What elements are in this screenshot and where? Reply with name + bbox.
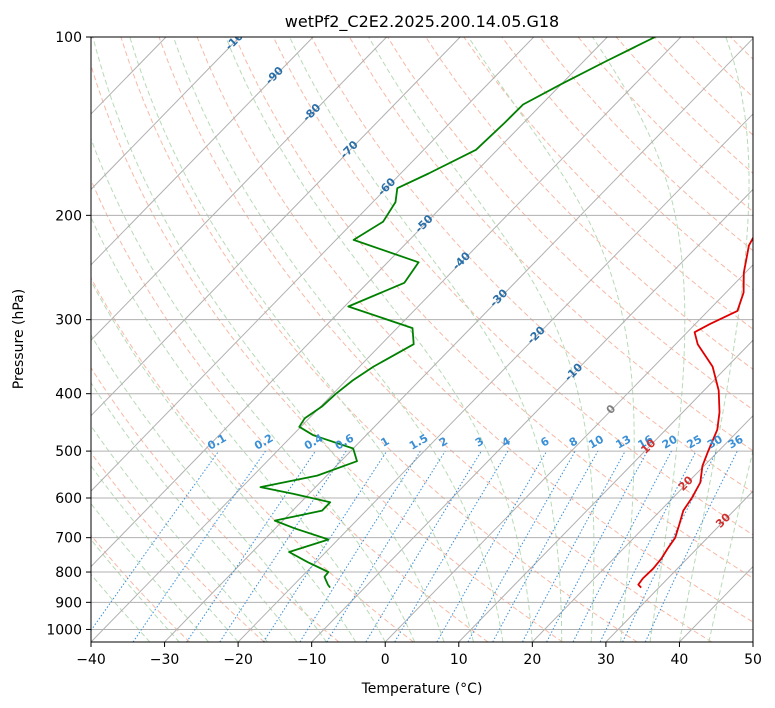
mixing-ratio-line — [467, 450, 576, 642]
y-tick-label: 100 — [55, 30, 82, 46]
y-tick-label: 800 — [55, 565, 82, 581]
dry-adiabat-line — [463, 37, 753, 330]
dry-adiabat-line — [501, 37, 753, 291]
moist-adiabat-line — [172, 37, 504, 642]
isotherms — [91, 37, 753, 642]
moist-adiabat-line — [91, 425, 268, 642]
x-tick-label: 10 — [450, 652, 468, 668]
isotherm-line — [605, 490, 753, 642]
moist-adiabat-line — [225, 37, 533, 642]
mixing-ratio-line — [326, 450, 446, 642]
isotherm-line — [91, 37, 608, 568]
mixing-ratio-line — [132, 450, 266, 642]
moist-adiabat-line — [91, 216, 386, 642]
dry-adiabat-line — [310, 37, 753, 494]
x-tick-label: 50 — [744, 652, 762, 668]
moist-adiabat-line — [91, 381, 298, 642]
isobars — [91, 37, 753, 630]
y-tick-label: 300 — [55, 313, 82, 329]
y-tick-label: 200 — [55, 208, 82, 224]
moist-adiabat-line — [91, 502, 210, 642]
dry-adiabat-line — [91, 63, 563, 642]
x-tick-label: 30 — [597, 652, 615, 668]
dewpoint-line — [259, 37, 656, 589]
moist-adiabat-line — [708, 448, 753, 642]
moist-adiabat-line — [91, 334, 327, 642]
dry-adiabat-line — [91, 276, 414, 642]
moist-adiabat-line — [91, 538, 180, 642]
isotherm-line — [91, 37, 461, 417]
y-axis-ticks: 100 200 300 400 500 600 700 800 900 1000 — [46, 30, 91, 638]
y-axis-title: Pressure (hPa) — [11, 289, 27, 389]
y-tick-label: 700 — [55, 531, 82, 547]
x-tick-label: −20 — [223, 652, 253, 668]
moist-adiabat-line — [91, 573, 151, 642]
isotherm-line — [384, 264, 753, 642]
moist-adiabat-line — [289, 37, 563, 642]
isotherm-line — [458, 339, 753, 642]
moist-adiabat-line — [92, 37, 445, 642]
x-tick-label: 0 — [381, 652, 390, 668]
moist-adiabat-line — [592, 37, 686, 642]
mixing-ratio-line — [599, 450, 697, 642]
mixing-ratio-lines — [91, 450, 738, 642]
isotherm-line — [91, 37, 388, 341]
x-axis-title: Temperature (°C) — [361, 681, 483, 697]
x-tick-label: 20 — [523, 652, 541, 668]
x-axis-ticks: −40 −30 −20 −10 0 10 20 30 40 50 — [76, 642, 762, 668]
dry-adiabat-line — [272, 37, 753, 536]
y-tick-label: 500 — [55, 444, 82, 460]
chart-title: wetPf2_C2E2.2025.200.14.05.G18 — [285, 12, 559, 32]
isotherm-line — [164, 37, 753, 642]
mixing-ratio-line — [492, 450, 599, 642]
x-tick-label: −10 — [297, 652, 327, 668]
moist-adiabat-line — [678, 37, 750, 642]
isotherm-line — [91, 37, 314, 266]
dry-adiabat-line — [387, 37, 753, 411]
isotherm-line — [91, 37, 240, 191]
dry-adiabat-line — [234, 37, 753, 579]
y-tick-label: 900 — [55, 595, 82, 611]
plot-layer: 0.1 0.2 0.4 0.6 1 1.5 2 3 4 6 8 10 13 16 20 25 30 36-100-… — [91, 37, 771, 642]
moist-adiabat-line — [129, 37, 474, 642]
mixing-ratio-line — [365, 450, 482, 642]
mixing-ratio-line — [299, 450, 421, 642]
dry-adiabats — [91, 37, 753, 642]
moist-adiabat-line — [91, 465, 239, 642]
moist-adiabat-line — [467, 37, 635, 642]
temperature-line — [637, 236, 753, 589]
mixing-ratio-line — [263, 450, 388, 642]
plot-frame — [90, 36, 754, 643]
y-tick-label: 1000 — [46, 622, 82, 638]
y-tick-label: 400 — [55, 387, 82, 403]
isotherm-line — [91, 37, 682, 642]
moist-adiabat-line — [368, 37, 595, 642]
sounding-series — [259, 37, 753, 589]
isotherm-line — [531, 414, 753, 642]
x-tick-label: −30 — [150, 652, 180, 668]
plot-area-background — [91, 37, 753, 642]
y-tick-label: 600 — [55, 491, 82, 507]
isotherm-line — [311, 188, 753, 642]
mixing-ratio-line — [572, 450, 672, 642]
isotherm-line — [237, 113, 753, 642]
dry-adiabat-line — [158, 37, 713, 642]
mixing-ratio-line — [644, 450, 738, 642]
mixing-ratio-line — [186, 450, 316, 642]
dry-adiabat-line — [91, 534, 191, 642]
mixing-ratio-line — [219, 450, 347, 642]
mixing-ratio-line — [522, 450, 626, 642]
dry-adiabat-line — [120, 37, 638, 642]
mixing-ratio-line — [546, 450, 648, 642]
dry-adiabat-line — [196, 37, 753, 623]
mixing-ratio-line — [91, 450, 220, 632]
adiabat-label: 40 — [751, 548, 771, 568]
x-tick-label: 40 — [671, 652, 689, 668]
isotherm-line — [91, 37, 535, 492]
x-tick-label: −40 — [76, 652, 106, 668]
